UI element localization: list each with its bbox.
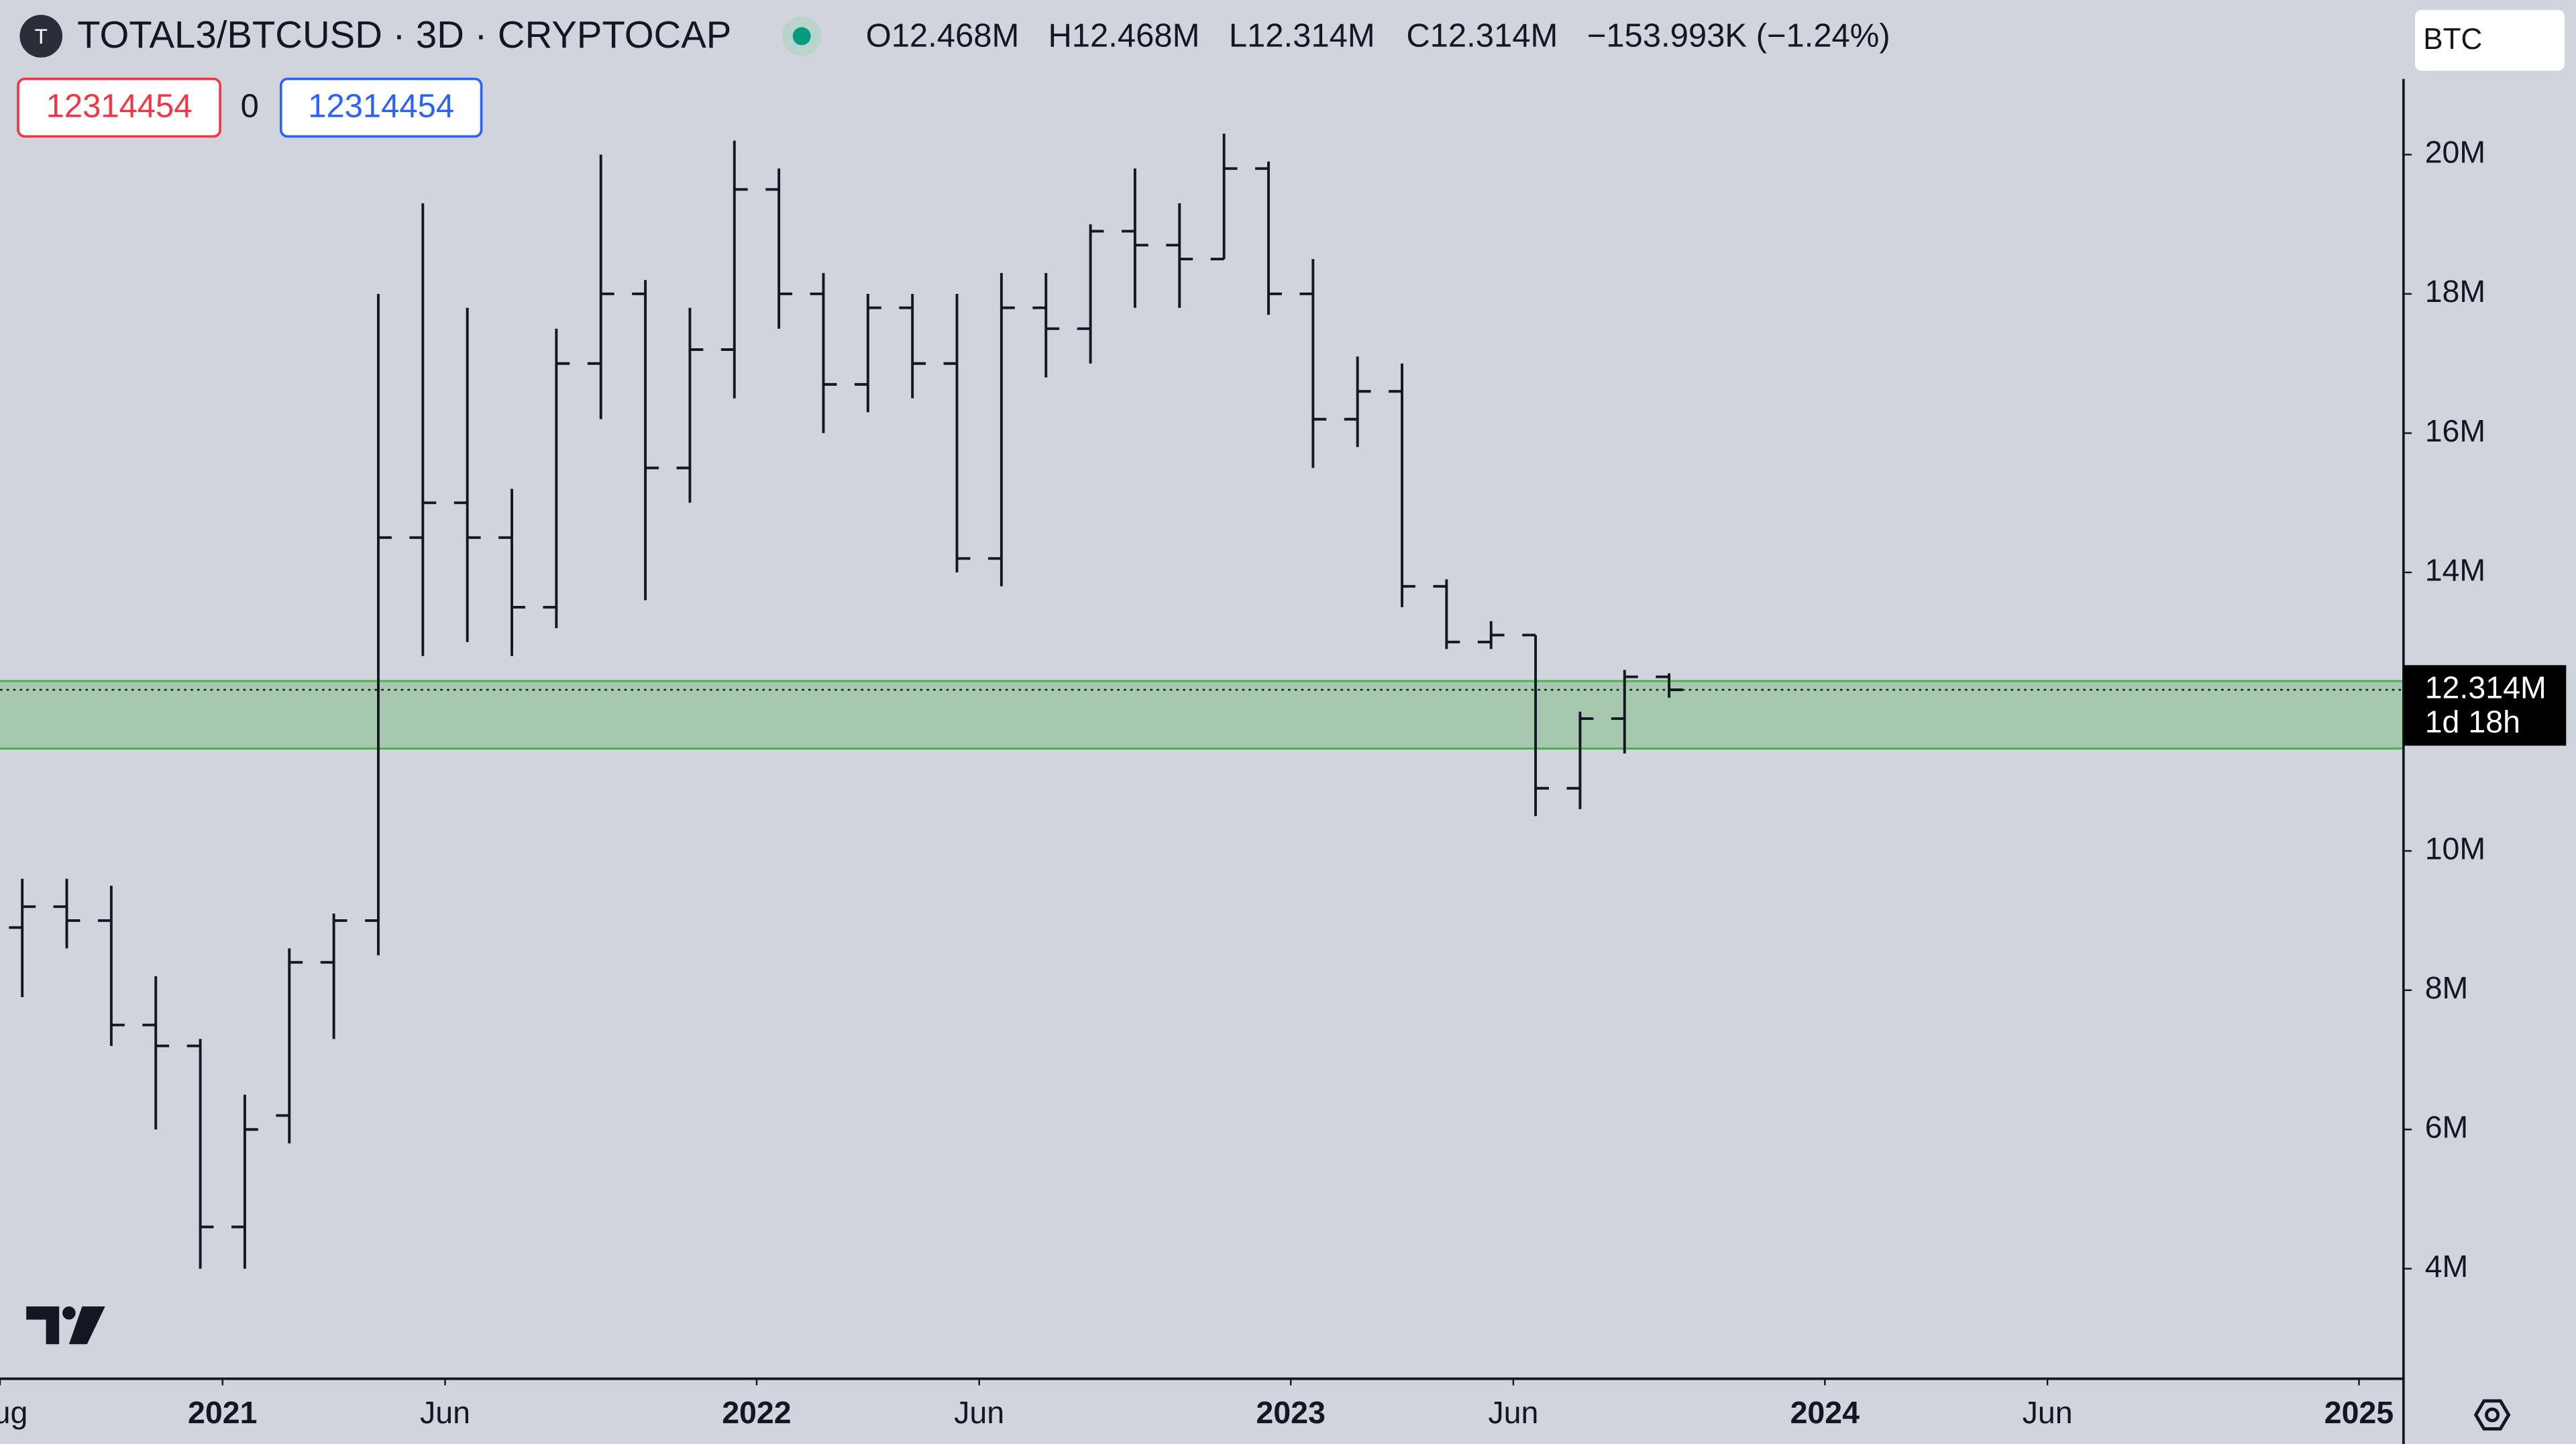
x-tick-label: Jun <box>1488 1395 1538 1430</box>
x-tick-label: 2025 <box>2324 1395 2394 1430</box>
ohlc-bar <box>1433 579 1460 650</box>
x-tick-label: 2021 <box>188 1395 257 1430</box>
ohlc-bar <box>453 307 481 642</box>
price-zone <box>0 680 2404 749</box>
ohlc-bar <box>1389 363 1415 607</box>
buy-price: 12314454 <box>308 89 454 125</box>
ohlc-bar <box>1566 711 1594 809</box>
ohlc-bar <box>720 140 748 399</box>
ohlc-bar <box>231 1094 258 1269</box>
x-tick-label: 2022 <box>722 1395 791 1430</box>
x-tick-label: Aug <box>0 1395 28 1430</box>
x-tick-label: Jun <box>420 1395 470 1430</box>
ohlc-bar <box>276 948 303 1143</box>
ohlc-bar <box>142 976 170 1130</box>
ohlc-bar <box>987 272 1015 586</box>
sell-price: 12314454 <box>46 89 193 125</box>
ohlc-bar <box>53 878 80 949</box>
ohlc-bar <box>1166 203 1193 308</box>
y-tick-label: 8M <box>2425 970 2469 1005</box>
y-tick-label: 18M <box>2425 274 2486 309</box>
ohlc-bar <box>1522 633 1549 817</box>
logo-part <box>68 1306 105 1345</box>
ohlc-close: C12.314M <box>1406 17 1558 54</box>
ohlc-bar <box>943 293 971 573</box>
symbol-logo[interactable] <box>19 15 63 58</box>
x-tick-label: Jun <box>954 1395 1004 1430</box>
ohlc-bar <box>632 280 659 601</box>
ohlc-bar <box>320 913 347 1039</box>
ohlc-bar <box>409 203 437 656</box>
y-tick-label: 16M <box>2425 413 2486 448</box>
countdown-label: 1d 18h <box>2425 705 2520 739</box>
ohlc-bar <box>1077 224 1104 364</box>
ohlc-bar <box>186 1039 214 1269</box>
logo-part <box>62 1306 76 1320</box>
sell-button[interactable] <box>17 77 221 138</box>
ohlc-bar <box>1299 259 1327 468</box>
buy-button[interactable] <box>279 77 483 138</box>
x-tick-label: 2023 <box>1256 1395 1325 1430</box>
ohlc-low: L12.314M <box>1229 17 1375 54</box>
y-tick-label: 4M <box>2425 1249 2469 1284</box>
icon-hexagon <box>2473 1399 2511 1431</box>
ohlc-bar <box>365 293 392 956</box>
icon-circle <box>2485 1407 2500 1423</box>
x-tick-label: 2024 <box>1790 1395 1860 1430</box>
currency-label: BTC <box>2423 23 2482 56</box>
symbol-logo-letter: T <box>34 24 47 48</box>
ohlc-bar <box>854 293 881 413</box>
ohlc-bar <box>1344 356 1371 448</box>
y-tick-label: 6M <box>2425 1110 2469 1145</box>
plot-area <box>0 134 2404 1269</box>
ohlc-bar <box>1210 134 1238 261</box>
ohlc-bar <box>9 878 36 998</box>
ohlc-bar <box>97 886 125 1046</box>
settings-icon[interactable] <box>2473 1399 2511 1431</box>
ohlc-bar <box>587 154 614 419</box>
y-tick-label: 20M <box>2425 135 2486 170</box>
y-tick-label: 10M <box>2425 831 2486 866</box>
last-price-tag <box>2403 665 2567 746</box>
currency-button[interactable] <box>2415 9 2565 71</box>
ohlc-bar <box>676 307 704 503</box>
ohlc-open: O12.468M <box>866 17 1020 54</box>
ohlc-bar <box>1255 161 1282 315</box>
tradingview-logo[interactable] <box>26 1306 105 1345</box>
ohlc-bar <box>1611 670 1638 754</box>
y-tick-label: 14M <box>2425 552 2486 587</box>
ohlc-bar <box>899 293 926 399</box>
ohlc-bar <box>543 328 570 629</box>
ohlc-high: H12.468M <box>1048 17 1199 54</box>
status-dot[interactable] <box>792 27 811 46</box>
logo-part <box>26 1306 60 1345</box>
ohlc-change: −153.993K (−1.24%) <box>1587 17 1890 54</box>
x-tick-label: Jun <box>2023 1395 2073 1430</box>
ohlc-bar <box>498 488 525 656</box>
last-price-label: 12.314M <box>2425 670 2546 705</box>
spread: 0 <box>241 89 259 125</box>
ohlc-bar <box>1122 168 1148 308</box>
ohlc-bar <box>1032 272 1060 378</box>
symbol-title[interactable]: TOTAL3/BTCUSD · 3D · CRYPTOCAP <box>77 13 731 56</box>
ohlc-bar <box>1477 621 1505 650</box>
ohlc-bar <box>810 272 837 433</box>
ohlc-bar <box>765 168 793 329</box>
